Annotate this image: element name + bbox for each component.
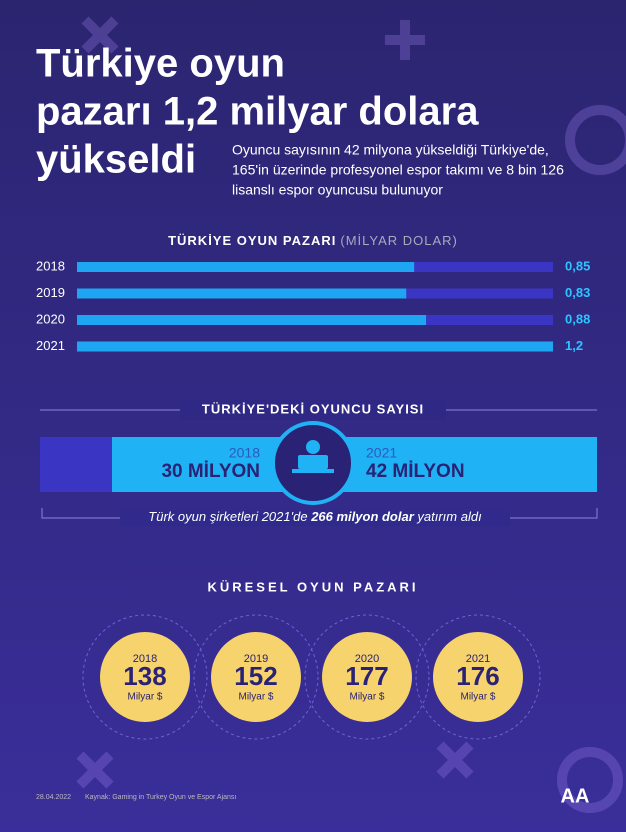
unit: Milyar $ xyxy=(349,692,384,703)
circle xyxy=(322,632,412,722)
circle-ring xyxy=(82,614,208,740)
category-label: 2021 xyxy=(36,338,65,353)
year: 2021 xyxy=(466,653,490,665)
note: Türk oyun şirketleri 2021'de 266 milyon … xyxy=(148,509,482,524)
value: 177 xyxy=(345,661,388,691)
label-bg xyxy=(180,400,446,420)
value: 152 xyxy=(234,661,277,691)
title-line: yükseldi xyxy=(36,138,196,182)
chart-heading: TÜRKİYE OYUN PAZARI (MİLYAR DOLAR) xyxy=(168,233,458,248)
value: 176 xyxy=(456,661,499,691)
value: 138 xyxy=(123,661,166,691)
circle xyxy=(433,632,523,722)
chart-title: TÜRKİYE OYUN PAZARI xyxy=(168,233,336,248)
banner-dark xyxy=(40,437,112,492)
note-text: yatırım aldı xyxy=(414,509,482,524)
subtitle-line: Oyuncu sayısının 42 milyona yükseldiği T… xyxy=(232,142,549,158)
note-emphasis: 266 milyon dolar xyxy=(310,509,415,524)
players-title: TÜRKİYE'DEKİ OYUNCU SAYISI xyxy=(202,401,424,416)
circle xyxy=(100,632,190,722)
value-label: 0,83 xyxy=(565,285,590,300)
value-label: 0,88 xyxy=(565,311,590,326)
circle-ring xyxy=(415,614,541,740)
year: 2018 xyxy=(133,653,157,665)
global-title: KÜRESEL OYUN PAZARI xyxy=(207,579,418,594)
player-count: 30 MİLYON xyxy=(161,461,260,482)
bar xyxy=(77,288,407,299)
bar-chart: 2018 0,85 2019 0,83 2020 0,88 2021 1,2 xyxy=(36,258,590,353)
circle xyxy=(211,632,301,722)
subtitle: Oyuncu sayısının 42 milyona yükseldiği T… xyxy=(232,142,564,198)
bar xyxy=(77,341,553,352)
value-label: 1,2 xyxy=(565,338,583,353)
bar xyxy=(77,262,415,272)
player-count: 42 MİLYON xyxy=(366,461,465,482)
decor xyxy=(76,16,626,813)
bar xyxy=(77,315,427,325)
date: 28.04.2022 xyxy=(36,794,71,801)
logo: AA xyxy=(561,785,590,807)
label-bg xyxy=(120,510,510,526)
circle-ring xyxy=(193,614,319,740)
category-label: 2019 xyxy=(36,285,65,300)
category-label: 2018 xyxy=(36,258,65,273)
note-text: Türk oyun şirketleri 2021'de xyxy=(148,509,311,524)
subtitle-line: lisanslı espor oyuncusu bulunuyor xyxy=(232,182,443,198)
player-year: 2018 xyxy=(229,445,260,461)
title-line: Türkiye oyun xyxy=(36,42,285,86)
player-year: 2021 xyxy=(366,445,397,461)
year: 2020 xyxy=(355,653,379,665)
circle-ring xyxy=(304,614,430,740)
subtitle-line: 165'in üzerinde profesyonel espor takımı… xyxy=(232,162,564,178)
value-label: 0,85 xyxy=(565,258,590,273)
unit: Milyar $ xyxy=(238,692,273,703)
category-label: 2020 xyxy=(36,311,65,326)
source: Kaynak: Gaming in Turkey Oyun ve Espor A… xyxy=(85,794,236,801)
year: 2019 xyxy=(244,653,268,665)
unit: Milyar $ xyxy=(460,692,495,703)
title-line: pazarı 1,2 milyar dolara xyxy=(36,90,479,134)
gamer-glyph xyxy=(292,440,334,473)
chart-unit: (MİLYAR DOLAR) xyxy=(340,233,458,248)
unit: Milyar $ xyxy=(127,692,162,703)
title: Türkiye oyun pazarı 1,2 milyar dolara yü… xyxy=(36,42,479,182)
